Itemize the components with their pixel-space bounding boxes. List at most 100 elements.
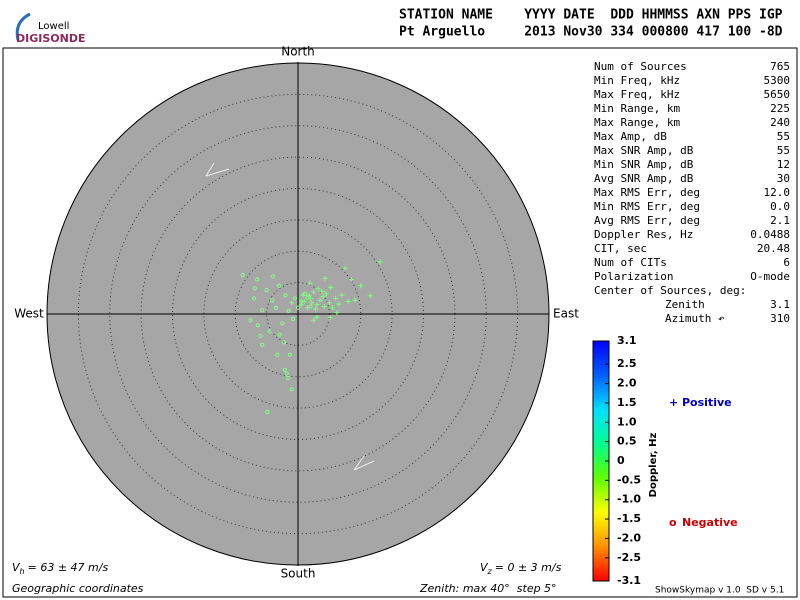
source-plus (322, 275, 328, 281)
source-plus (313, 306, 319, 312)
source-plus (345, 298, 351, 304)
colorbar-tick-label: -0.5 (617, 473, 641, 486)
stat-value: 20.48 (757, 242, 790, 255)
stat-label: Min SNR Amp, dB (594, 158, 694, 171)
legend-label: Negative (682, 516, 738, 529)
source-plus (321, 303, 327, 309)
stat-value: 0.0 (770, 200, 790, 213)
stat-label: Max Freq, kHz (594, 88, 680, 101)
source-circle (275, 352, 280, 357)
east-label: East (553, 307, 579, 321)
stat-label: Max SNR Amp, dB (594, 144, 694, 157)
stat-label: CIT, sec (594, 242, 647, 255)
version: ShowSkymap v 1.0 SD v 5.1 (655, 586, 784, 596)
source-circle (289, 387, 294, 392)
source-plus (314, 314, 320, 320)
vh-sub: h (20, 567, 25, 576)
colorbar-tick-label: 3.1 (617, 334, 637, 347)
stat-label: Num of CITs (594, 256, 667, 269)
vz-sub: z (487, 567, 493, 576)
colorbar-tick-label: 2.0 (617, 377, 637, 390)
stat-label: Max RMS Err, deg (594, 186, 700, 199)
source-circle (267, 329, 272, 334)
south-label: South (281, 567, 316, 581)
center-label: Azimuth ↶ (665, 312, 725, 325)
colorbar-tick-label: -2.0 (617, 531, 641, 544)
stat-value: O-mode (750, 270, 790, 283)
source-plus (334, 310, 340, 316)
source-plus (315, 286, 321, 292)
colorbar-tick-label: 0 (617, 454, 625, 467)
colorbar-tick-label: 2.5 (617, 357, 637, 370)
source-plus (352, 297, 358, 303)
source-circle (265, 409, 270, 414)
source-circle (264, 288, 269, 293)
source-plus (377, 259, 383, 265)
stat-label: Max Range, km (594, 116, 680, 129)
header-values: Pt Arguello 2013 Nov30 334 000800 417 10… (399, 25, 783, 40)
source-plus (326, 300, 332, 306)
source-circle (258, 333, 263, 339)
coords: Geographic coordinates (12, 582, 144, 595)
stat-label: Avg SNR Amp, dB (594, 172, 694, 185)
source-circle (282, 367, 287, 372)
logo-top: Lowell (38, 21, 69, 32)
source-plus (342, 265, 348, 271)
vz-value: = 0 ± 3 m/s (495, 561, 562, 574)
source-circle (295, 305, 301, 310)
colorbar-tick-label: 1.5 (617, 396, 637, 409)
stat-label: Min Freq, kHz (594, 74, 680, 87)
source-circle (251, 296, 257, 301)
source-plus (319, 288, 325, 294)
source-circle (248, 318, 253, 323)
source-plus (358, 283, 364, 289)
stat-value: 2.1 (770, 214, 790, 227)
stat-value: 30 (777, 172, 790, 185)
source-circle (280, 321, 285, 326)
stat-value: 5300 (764, 74, 791, 87)
colorbar-tick-label: -2.5 (617, 551, 641, 564)
source-circle (286, 308, 291, 313)
source-circle (273, 305, 279, 310)
stat-value: 12.0 (764, 186, 791, 199)
source-circle (284, 371, 289, 376)
skymap: North South West East (14, 45, 579, 581)
source-circle (308, 304, 313, 309)
stat-label: Doppler Res, Hz (594, 228, 693, 241)
source-circle (303, 291, 308, 297)
arrow-mark (353, 455, 375, 471)
source-circle (287, 352, 292, 357)
source-circle (255, 277, 260, 282)
colorbar: 3.1 2.5 2.0 1.5 1.0 0.5 0 -0.5 -1.0 -1.5 -2.0 -2.5 -… (592, 334, 659, 587)
stat-value: 225 (770, 102, 790, 115)
stat-label: Num of Sources (594, 60, 687, 73)
source-plus (339, 292, 345, 298)
source-circle (270, 298, 275, 303)
source-plus (311, 289, 317, 295)
zenith-info: Zenith: max 40° step 5° (419, 582, 557, 595)
source-circle (240, 272, 245, 278)
source-circle (283, 293, 288, 298)
stat-label: Min Range, km (594, 102, 680, 115)
logo-swoosh (15, 12, 31, 41)
stat-label: Max Amp, dB (594, 130, 667, 143)
source-plus (323, 291, 329, 297)
stat-value: 6 (783, 256, 790, 269)
center-value: 310 (770, 312, 790, 325)
source-plus (309, 300, 315, 306)
source-circle (285, 375, 291, 381)
north-label: North (281, 45, 315, 59)
source-circle (299, 299, 304, 304)
source-plus (336, 301, 342, 307)
center-title: Center of Sources, deg: (594, 284, 746, 297)
source-plus (330, 305, 336, 311)
colorbar-label: Doppler, Hz (648, 433, 659, 498)
source-circle (290, 316, 296, 322)
source-plus (328, 285, 334, 291)
legend-marker: o (669, 516, 677, 529)
vh: Vh = 63 ± 47 m/s (12, 561, 108, 576)
source-circle (277, 332, 282, 337)
west-label: West (14, 307, 44, 321)
logo-bottom: DIGISONDE (16, 32, 85, 45)
